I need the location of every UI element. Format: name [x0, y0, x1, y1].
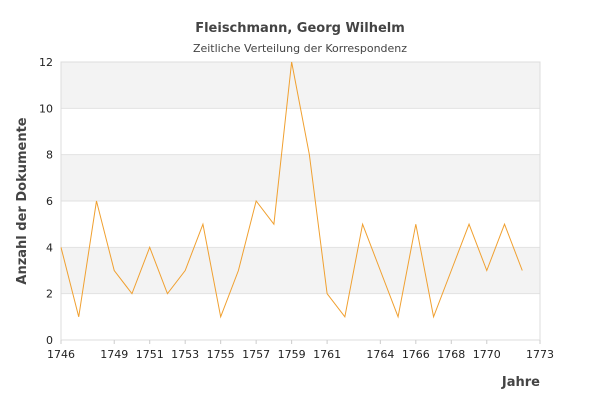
x-tick-label: 1766 [402, 348, 430, 361]
x-tick-label: 1761 [313, 348, 341, 361]
x-tick-label: 1759 [278, 348, 306, 361]
y-tick-label: 8 [46, 149, 53, 162]
x-tick-label: 1768 [437, 348, 465, 361]
grid-band [61, 247, 540, 294]
x-tick-label: 1773 [526, 348, 554, 361]
x-tick-label: 1753 [171, 348, 199, 361]
x-tick-label: 1770 [473, 348, 501, 361]
x-tick-label: 1751 [136, 348, 164, 361]
x-tick-label: 1749 [100, 348, 128, 361]
y-tick-label: 4 [46, 241, 53, 254]
y-axis-label: Anzahl der Dokumente [15, 117, 30, 284]
chart-title: Fleischmann, Georg Wilhelm [195, 21, 405, 36]
y-tick-label: 2 [46, 288, 53, 301]
y-axis-ticks: 0 2 4 6 8 10 12 [39, 56, 53, 347]
y-tick-label: 6 [46, 195, 53, 208]
grid-band [61, 62, 540, 109]
x-tick-label: 1764 [366, 348, 394, 361]
grid-band [61, 154, 540, 201]
chart-subtitle: Zeitliche Verteilung der Korrespondenz [193, 42, 407, 55]
y-tick-label: 12 [39, 56, 53, 69]
series-line [60, 61, 523, 319]
y-tick-label: 0 [46, 334, 53, 347]
x-tick-label: 1746 [47, 348, 75, 361]
x-axis-label: Jahre [501, 375, 540, 390]
plot-frame [60, 61, 541, 341]
grid-bands [61, 62, 540, 294]
x-axis-ticks: 1746 1749 1751 1753 1755 1757 1759 1761 1764 1766… [47, 340, 554, 361]
x-tick-label: 1757 [242, 348, 270, 361]
y-tick-label: 10 [39, 102, 53, 115]
x-tick-label: 1755 [207, 348, 235, 361]
